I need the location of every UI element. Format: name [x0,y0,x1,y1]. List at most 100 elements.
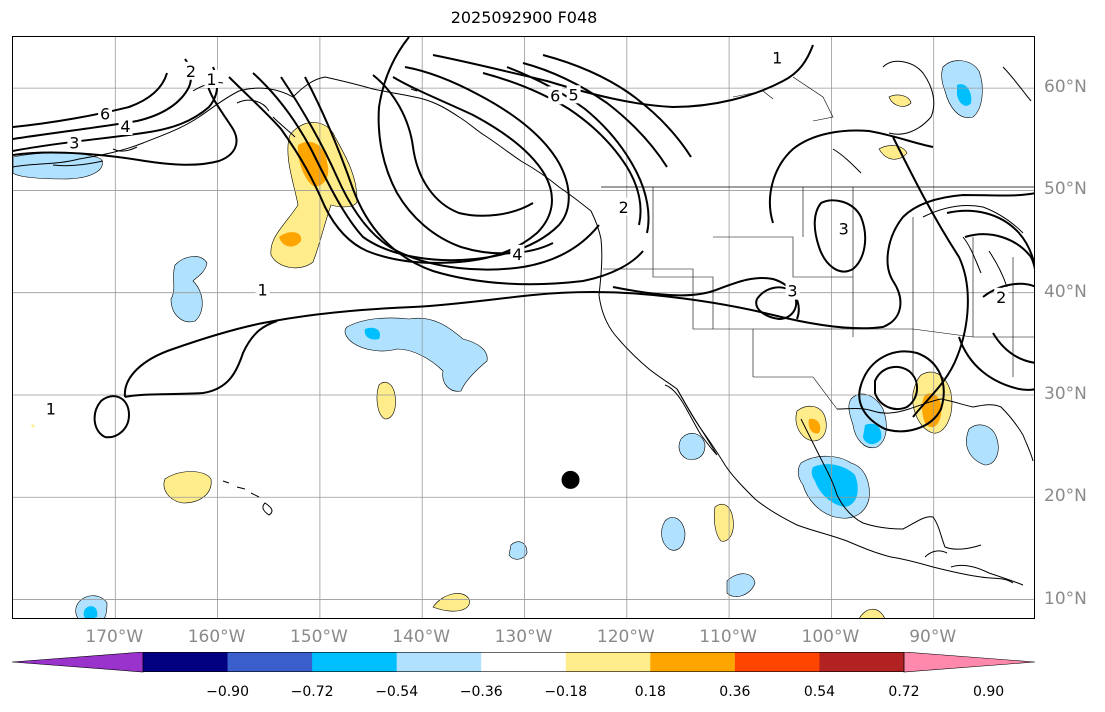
colorbar-segment [396,652,482,672]
contour-line [769,129,934,224]
latitude-tick-label: 60°N [1044,77,1087,98]
contour-line [612,277,800,320]
longitude-tick-label: 170°W [85,627,144,647]
contour-line [377,37,554,255]
colorbar-tick-label: −0.54 [375,684,419,700]
contour-line [124,320,278,398]
contour-label: 1 [772,48,782,67]
contour-line [304,76,644,286]
longitude-tick-label: 140°W [392,627,451,647]
shaded-region [297,141,329,187]
colorbar-segment [227,652,313,672]
colorbar-tick-label: 0.36 [719,684,751,700]
contour-label-background [98,104,113,123]
colorbar-tick-label: −0.18 [544,684,588,700]
shaded-region [713,504,734,542]
contour-label: 1 [206,70,216,89]
contour-line [93,395,131,439]
colorbar-tick-label: 0.54 [803,684,836,700]
contour-label-background [43,399,58,418]
colorbar-segment [734,652,820,672]
contour-line [892,136,969,418]
shaded-region [376,382,396,420]
shaded-region [270,122,358,269]
contour-line [946,209,1034,268]
contour-label-background [566,85,581,104]
contour-line [858,350,945,433]
contour-label-background [67,133,82,152]
contour-line [13,66,219,152]
contour-label-background [616,197,631,216]
shaded-region [863,423,882,445]
contour-line [506,66,650,234]
shaded-region [344,317,488,392]
longitude-tick-label: 90°W [909,627,957,647]
contour-label: 2 [186,62,196,81]
colorbar-extend-high [903,652,1035,673]
contour-label: 2 [996,288,1006,307]
contour-line [123,192,1034,398]
shaded-region [808,418,821,434]
latitude-tick-label: 40°N [1044,281,1087,302]
graticule [13,37,1034,618]
latitude-tick-label: 20°N [1044,486,1087,507]
colorbar-tick-label: −0.36 [459,684,503,700]
colorbar-segment [565,652,651,672]
contour-label-background [836,219,851,238]
contour-label: 6 [550,86,560,105]
contour-line [372,74,534,217]
contour-line [958,336,1034,391]
longitude-tick-label: 100°W [801,627,860,647]
contour-label: 3 [69,133,79,152]
contour-label: 5 [569,85,579,104]
contour-line [874,365,918,411]
colorbar [12,652,1035,673]
shaded-region [811,464,858,507]
contour-label: 1 [46,399,56,418]
location-marker [561,470,580,489]
shaded-region [432,593,470,612]
contour-label-background [118,117,133,136]
contour-label: 4 [120,117,130,136]
contour-line [982,282,1034,298]
shaded-region [678,433,706,460]
contour-label-background [994,287,1009,306]
shaded-region [83,606,98,618]
longitude-tick-label: 160°W [187,627,246,647]
contour-label: 6 [100,105,110,124]
shaded-region [859,608,885,618]
shaded-region [966,424,999,466]
map-title: 2025092900 F048 [450,8,598,27]
contour-line [964,233,1034,270]
contour-label-background [785,281,800,300]
colorbar-segment [481,652,567,672]
shaded-region [279,232,302,247]
contour-line [813,199,867,273]
shaded-region [661,517,686,551]
contour-layer [13,37,1034,439]
colorbar-segment [312,652,398,672]
latitude-tick-label: 50°N [1044,179,1087,200]
contour-label: 1 [258,281,268,300]
contour-line [992,332,1034,364]
colorbar-segment [819,652,905,672]
colorbar-tick-label: 0.18 [634,684,666,700]
latitude-tick-label: 10°N [1044,588,1087,609]
shaded-region [170,256,208,323]
colorbar-tick-label: −0.72 [290,684,334,700]
contour-line [13,82,238,166]
contour-label: 3 [839,219,849,238]
longitude-tick-label: 150°W [290,627,348,647]
contour-line [542,54,692,158]
longitude-tick-label: 120°W [596,627,655,647]
coastline-layer [13,60,1034,586]
contour-line [755,286,798,321]
colorbar-segment [143,652,229,672]
contour-line [13,72,168,128]
longitude-tick-label: 130°W [494,627,553,647]
contour-line [432,44,814,109]
contour-label-background [510,244,525,263]
colorbar-tick-label: 0.72 [888,684,920,700]
shaded-region [726,573,756,597]
